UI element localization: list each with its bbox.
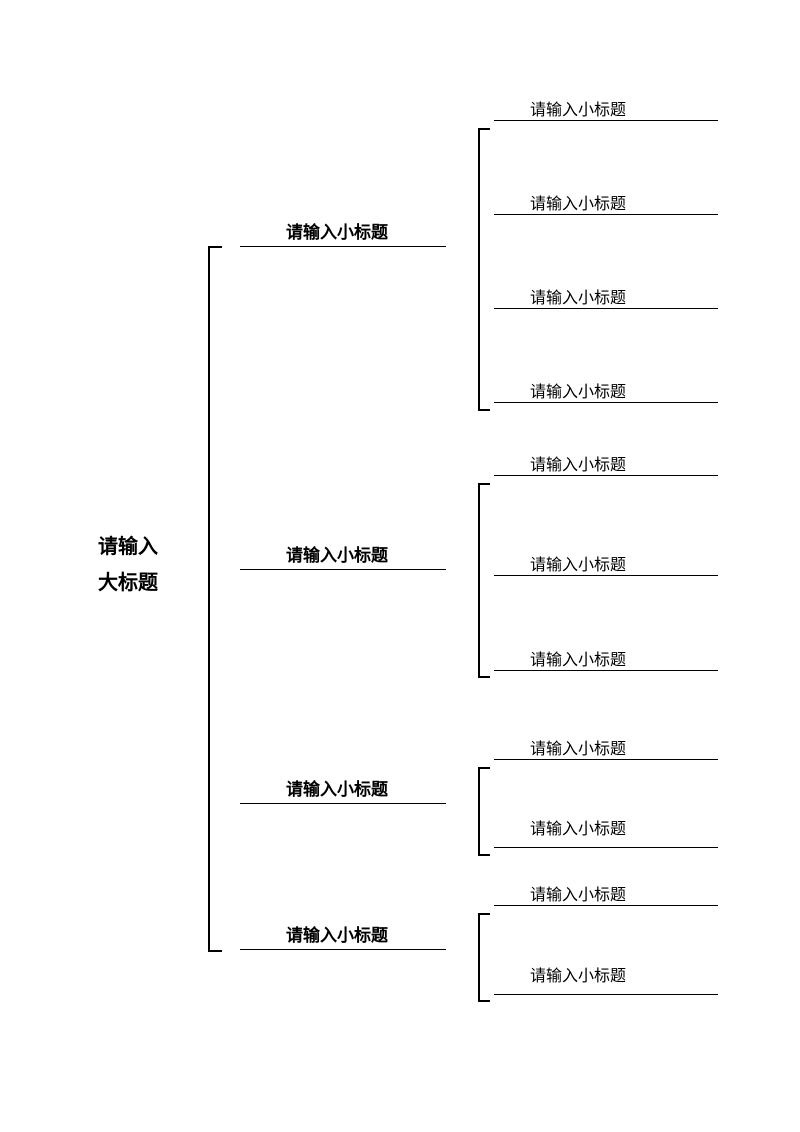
leaf-4-2[interactable]: 请输入小标题 [530,962,626,986]
branch-1-label[interactable]: 请输入小标题 [286,218,388,243]
branch-1-bracket [478,128,490,411]
leaf-3-2-underline [494,847,718,848]
leaf-2-2[interactable]: 请输入小标题 [530,551,626,575]
branch-2-bracket [478,483,490,678]
root-bracket [208,246,222,952]
leaf-1-2-underline [494,214,718,215]
leaf-1-1[interactable]: 请输入小标题 [530,96,626,120]
branch-2-label[interactable]: 请输入小标题 [286,541,388,566]
leaf-3-1-underline [494,759,718,760]
leaf-2-3[interactable]: 请输入小标题 [530,646,626,670]
branch-4-bracket [478,913,490,1002]
branch-3-bracket [478,767,490,856]
leaf-3-1[interactable]: 请输入小标题 [530,735,626,759]
root-line-1: 请输入 [98,536,158,558]
leaf-4-1[interactable]: 请输入小标题 [530,881,626,905]
root-title[interactable]: 请输入 大标题 [98,529,158,601]
leaf-3-2[interactable]: 请输入小标题 [530,815,626,839]
leaf-2-1[interactable]: 请输入小标题 [530,451,626,475]
leaf-4-1-underline [494,905,718,906]
branch-3-underline [240,803,446,804]
branch-3-label[interactable]: 请输入小标题 [286,775,388,800]
branch-1-underline [240,246,446,247]
branch-4-label[interactable]: 请输入小标题 [286,921,388,946]
leaf-1-3-underline [494,308,718,309]
leaf-1-2[interactable]: 请输入小标题 [530,190,626,214]
leaf-2-2-underline [494,575,718,576]
leaf-1-4[interactable]: 请输入小标题 [530,378,626,402]
leaf-1-3[interactable]: 请输入小标题 [530,284,626,308]
branch-4-underline [240,949,446,950]
leaf-2-3-underline [494,670,718,671]
branch-2-underline [240,569,446,570]
leaf-1-1-underline [494,120,718,121]
leaf-1-4-underline [494,402,718,403]
leaf-4-2-underline [494,994,718,995]
tree-diagram: 请输入 大标题 请输入小标题 请输入小标题 请输入小标题 请输入小标题 请输入小… [0,0,800,1132]
root-line-2: 大标题 [98,572,158,594]
leaf-2-1-underline [494,475,718,476]
